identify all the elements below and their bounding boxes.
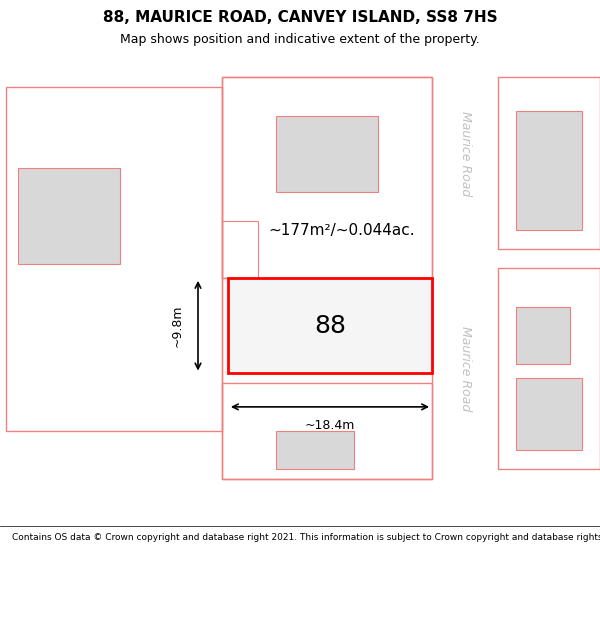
Text: ~9.8m: ~9.8m xyxy=(170,304,184,347)
Text: Maurice Road: Maurice Road xyxy=(458,111,472,196)
Bar xyxy=(516,307,570,364)
Bar xyxy=(498,268,600,469)
Text: 88, MAURICE ROAD, CANVEY ISLAND, SS8 7HS: 88, MAURICE ROAD, CANVEY ISLAND, SS8 7HS xyxy=(103,10,497,25)
Bar xyxy=(222,221,258,278)
Bar xyxy=(516,111,582,230)
Bar xyxy=(276,116,378,192)
Text: Contains OS data © Crown copyright and database right 2021. This information is : Contains OS data © Crown copyright and d… xyxy=(12,533,600,542)
Bar xyxy=(6,87,222,431)
Text: Maurice Road: Maurice Road xyxy=(458,326,472,411)
Bar xyxy=(276,431,354,469)
Text: Map shows position and indicative extent of the property.: Map shows position and indicative extent… xyxy=(120,33,480,46)
Text: 88: 88 xyxy=(314,314,346,338)
Text: ~177m²/~0.044ac.: ~177m²/~0.044ac. xyxy=(269,222,415,238)
Bar xyxy=(222,78,432,479)
Text: ~18.4m: ~18.4m xyxy=(305,419,355,432)
Bar xyxy=(516,378,582,450)
Bar xyxy=(222,383,432,479)
Bar xyxy=(498,78,600,249)
Bar xyxy=(222,78,432,278)
Bar xyxy=(18,168,120,264)
Bar xyxy=(228,278,432,374)
